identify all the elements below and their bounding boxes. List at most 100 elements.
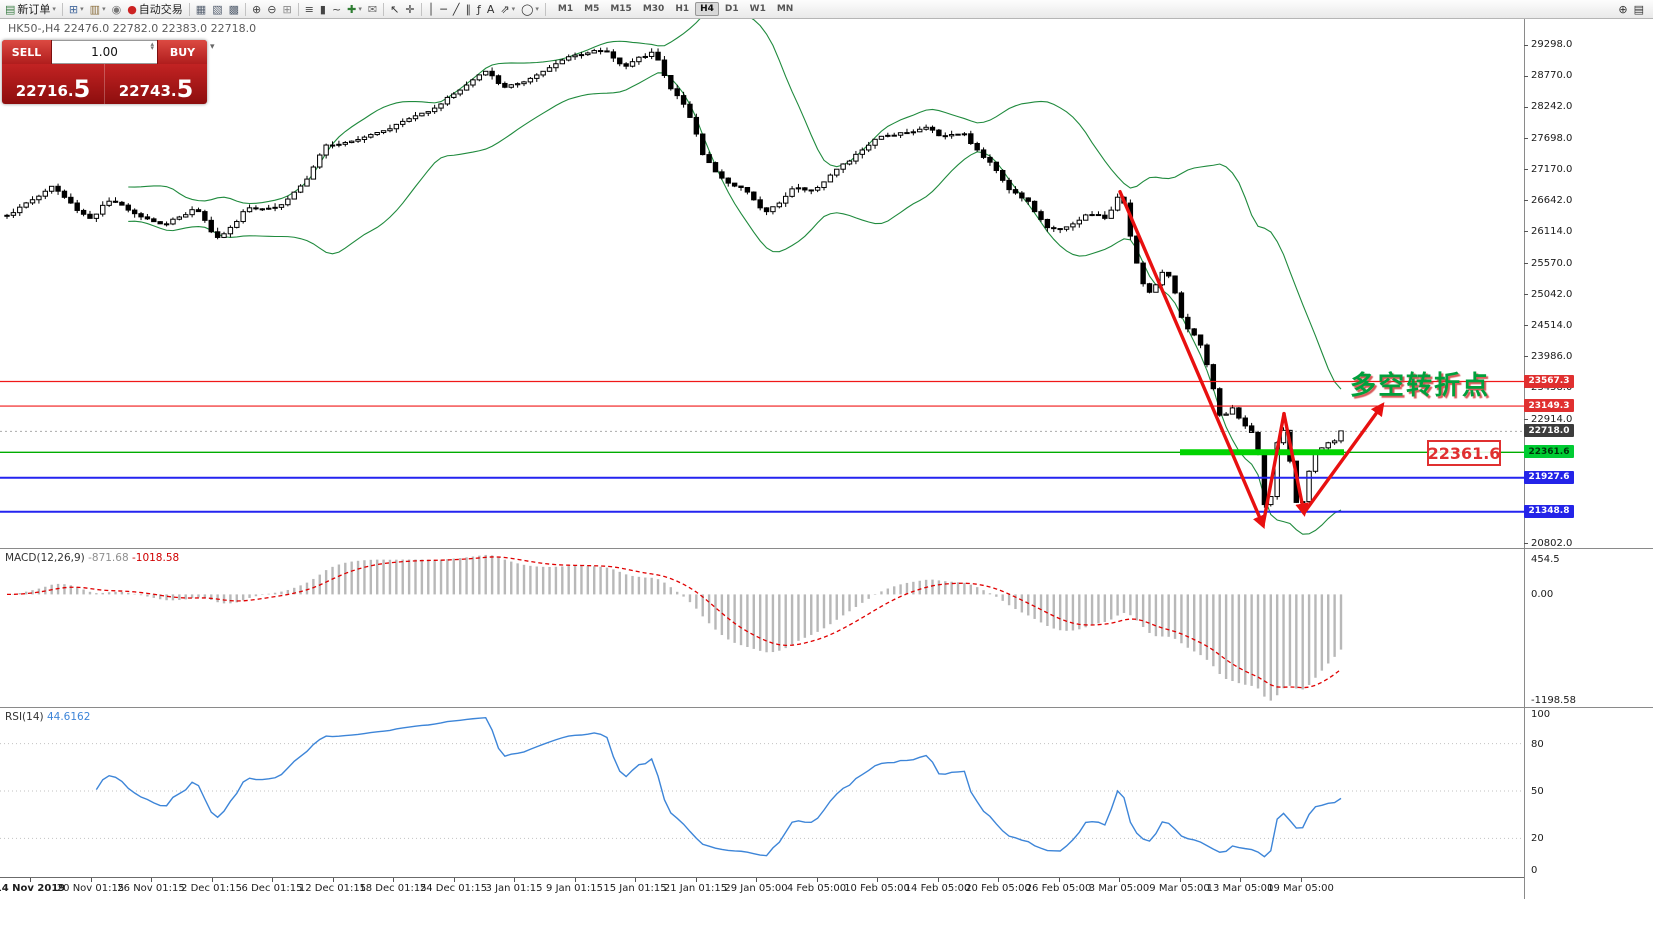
rsi-line <box>95 717 1342 858</box>
zoom-out-button[interactable]: ⊖ <box>264 1 279 17</box>
bars-chart-icon: ≡ <box>304 2 314 16</box>
cascade-windows-button[interactable]: ▧ <box>209 1 225 17</box>
rsi-pane[interactable]: RSI(14) 44.6162 <box>0 708 1524 876</box>
time-axis-label: 20 Nov 01:15 <box>56 883 125 894</box>
time-tick <box>211 878 213 882</box>
timeframe-h1[interactable]: H1 <box>675 4 690 14</box>
time-tick <box>1179 878 1181 882</box>
autotrading-button[interactable]: ● 自动交易 <box>124 1 186 17</box>
tile-windows-button[interactable]: ▦ <box>193 1 209 17</box>
trend-arrow[interactable] <box>1261 411 1286 527</box>
timeframe-h4[interactable]: H4 <box>695 2 719 16</box>
timeframe-m15[interactable]: M15 <box>610 4 632 14</box>
horizontal-line-button[interactable]: ─ <box>437 1 450 17</box>
trade-panel-collapse-arrow[interactable]: ▾ <box>210 42 215 52</box>
price-tick <box>1524 294 1528 296</box>
trendline-button[interactable]: ╱ <box>450 1 463 17</box>
chevron-down-icon: ▾ <box>52 5 56 13</box>
sell-button[interactable]: SELL <box>2 40 52 64</box>
spinner-up-icon[interactable]: ▴ <box>150 40 154 48</box>
time-tick <box>998 878 999 882</box>
tile-windows-icon: ▦ <box>195 2 207 16</box>
trend-arrow[interactable] <box>1302 402 1385 515</box>
buy-price[interactable]: 22743. 5 <box>105 64 207 104</box>
timeframe-w1[interactable]: W1 <box>749 4 766 14</box>
timeframe-d1[interactable]: D1 <box>724 4 739 14</box>
price-tick-label: 29298.0 <box>1531 39 1573 50</box>
arrows-icon: ⇗ <box>500 2 510 16</box>
time-axis-label: 19 Mar 05:00 <box>1267 883 1334 894</box>
arrange-windows-button[interactable]: ▩ <box>226 1 242 17</box>
new-chart-button[interactable]: ✚ ▾ <box>344 1 365 17</box>
time-axis-label: 15 Jan 01:15 <box>603 883 667 894</box>
mail-button[interactable]: ✉ <box>365 1 380 17</box>
new-order-button-label: 新订单 <box>17 3 51 16</box>
autotrading-icon: ● <box>127 2 137 16</box>
zoom-search-icon: ⊕ <box>1618 2 1628 16</box>
price-tick-label: 20802.0 <box>1531 537 1573 549</box>
time-axis[interactable]: 14 Nov 2019 20 Nov 01:15 26 Nov 01:15 2 Dec… <box>0 877 1524 900</box>
zoom-in-button[interactable]: ⊕ <box>249 1 264 17</box>
spinner-down-icon[interactable]: ▾ <box>150 43 154 52</box>
alerts-button[interactable]: ◉ <box>109 1 125 17</box>
text-button[interactable]: A <box>484 1 498 17</box>
crosshair-button[interactable]: ✛ <box>402 1 417 17</box>
document-icon: ▤ <box>1633 2 1644 16</box>
shapes-button[interactable]: ◯ ▾ <box>518 1 542 17</box>
macd-pane[interactable]: MACD(12,26,9) -871.68 -1018.58 <box>0 549 1524 707</box>
time-axis-label: 13 Mar 05:00 <box>1206 883 1274 894</box>
arrows-button[interactable]: ⇗ ▾ <box>497 1 518 17</box>
charts-layout-button[interactable]: ⊞ ▾ <box>66 1 87 17</box>
toolbar-separator <box>188 2 190 16</box>
chevron-down-icon: ▾ <box>102 5 106 13</box>
chevron-down-icon: ▾ <box>535 5 539 13</box>
candlestick-chart-button[interactable]: ▮ <box>317 1 329 17</box>
grid-button[interactable]: ⊞ <box>279 1 294 17</box>
price-tick <box>1524 138 1528 140</box>
bars-chart-button[interactable]: ≡ <box>302 1 317 17</box>
vertical-line-button[interactable]: │ <box>425 1 438 17</box>
timeframe-toolbar: M1 M5 M15 M30 H1 H4 D1 W1 MN <box>553 2 798 16</box>
bollinger-upper-band <box>128 18 1342 390</box>
vertical-line-icon: │ <box>427 2 435 16</box>
price-chart[interactable] <box>0 18 1524 548</box>
cursor-button[interactable]: ↖ <box>387 1 402 17</box>
trend-arrow[interactable] <box>1282 411 1309 517</box>
mail-icon: ✉ <box>367 2 378 16</box>
sell-price-pips: 5 <box>73 74 91 103</box>
new-chart-icon: ✚ <box>347 2 357 16</box>
line-chart-button[interactable]: ~ <box>329 1 344 17</box>
fibonacci-button[interactable]: ƒ <box>474 1 484 17</box>
time-axis-label: 10 Feb 05:00 <box>844 883 910 894</box>
pane-separator[interactable] <box>0 707 1653 708</box>
profiles-button[interactable]: ▥ ▾ <box>87 1 109 17</box>
buy-button[interactable]: BUY <box>157 40 207 64</box>
time-axis-label: 26 Feb 05:00 <box>1025 883 1092 894</box>
sell-price[interactable]: 22716. 5 <box>2 64 105 104</box>
horizontal-line-icon: ─ <box>440 2 447 16</box>
timeframe-m30[interactable]: M30 <box>642 4 665 14</box>
timeframe-m1[interactable]: M1 <box>557 4 574 14</box>
document-button[interactable]: ▤ <box>1631 1 1647 17</box>
price-tick <box>1524 44 1528 46</box>
price-tick <box>1524 387 1528 389</box>
buy-price-pips: 5 <box>176 74 194 103</box>
charts-layout-icon: ⊞ <box>68 2 79 16</box>
price-tick <box>1524 325 1528 327</box>
pane-separator[interactable] <box>0 548 1653 549</box>
volume-input[interactable]: 1.00 ▴ ▾ <box>52 40 157 64</box>
indicator-axis-label: 0 <box>1531 865 1538 876</box>
time-axis-label: 18 Dec 01:15 <box>359 883 427 894</box>
candlestick-chart-icon: ▮ <box>319 2 326 16</box>
zoom-search-button[interactable]: ⊕ <box>1615 1 1630 17</box>
indicator-axis-label: 454.5 <box>1531 554 1560 565</box>
timeframe-m5[interactable]: M5 <box>584 4 600 14</box>
toolbar-right-group: ⊕ ▤ <box>1615 1 1647 17</box>
timeframe-mn[interactable]: MN <box>776 4 794 14</box>
new-order-button[interactable]: ▤ 新订单 ▾ <box>2 1 59 17</box>
price-axis[interactable]: 29298.0 28770.0 28242.0 27698.0 27170.0 26642… <box>1524 0 1653 942</box>
price-level-box: 23567.3 <box>1524 374 1574 388</box>
trend-arrow[interactable] <box>1118 189 1266 529</box>
volume-spinner[interactable]: ▴ ▾ <box>150 40 154 52</box>
channel-button[interactable]: ∥ <box>462 1 474 17</box>
